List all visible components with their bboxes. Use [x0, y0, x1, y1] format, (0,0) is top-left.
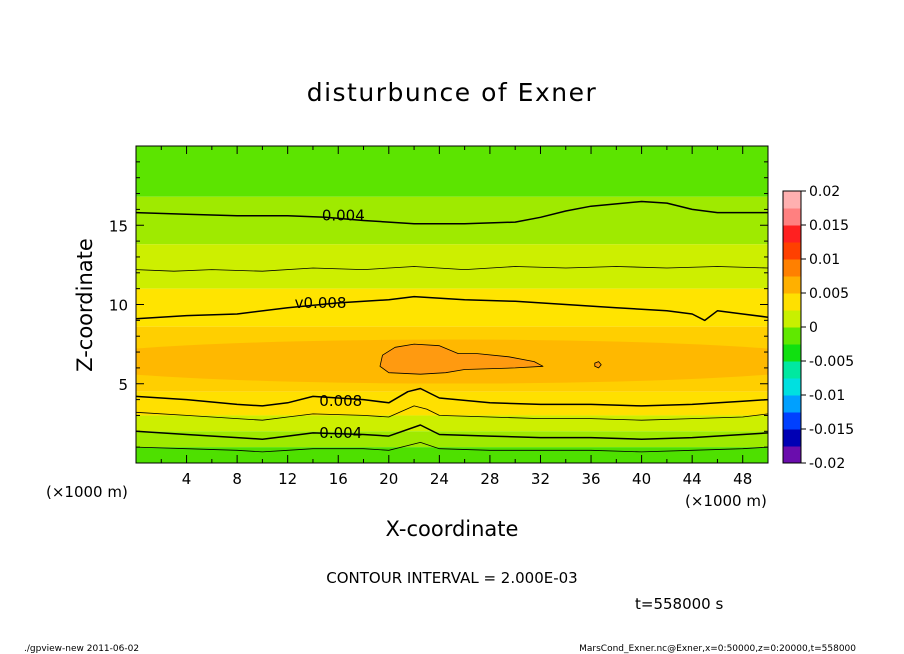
fill-band-1	[136, 196, 768, 245]
colorbar-swatch	[783, 412, 801, 430]
chart-title: disturbunce of Exner	[307, 78, 598, 107]
footer-left: ./gpview-new 2011-06-02	[24, 644, 139, 654]
y-tick-label: 10	[109, 297, 128, 315]
x-tick-label: 24	[430, 470, 449, 488]
colorbar-swatch	[783, 429, 801, 447]
x-tick-label: 32	[531, 470, 550, 488]
colorbar-swatch	[783, 242, 801, 260]
contour-line-4	[136, 405, 768, 421]
plot-area: 0.004 v0.008 0.008 0.004	[135, 145, 769, 464]
colorbar-swatch	[783, 344, 801, 362]
fill-band-3	[136, 288, 768, 327]
contour-label: 0.004	[319, 424, 362, 442]
fill-band-5	[136, 391, 768, 416]
contour-line-6	[136, 442, 768, 453]
colorbar-tick-label: -0.005	[809, 354, 854, 370]
contour-interval-text: CONTOUR INTERVAL = 2.000E-03	[326, 569, 577, 587]
colorbar-swatch	[783, 395, 801, 413]
x-tick-label: 48	[733, 470, 752, 488]
colorbar-tick-label: 0.02	[809, 184, 840, 200]
x-tick-label: 4	[182, 470, 192, 488]
contour-line-3	[136, 387, 768, 407]
colorbar-swatch	[783, 259, 801, 277]
colorbar-swatch	[783, 276, 801, 294]
colorbar-swatch	[783, 310, 801, 328]
colorbar-swatch	[783, 327, 801, 345]
x-tick-label: 8	[232, 470, 242, 488]
colorbar-swatch	[783, 225, 801, 243]
colorbar-tick-label: -0.01	[809, 388, 845, 404]
x-tick-label: 36	[581, 470, 600, 488]
y-tick-label: 5	[118, 376, 128, 394]
contour-line-1	[136, 266, 768, 272]
contour-line-7	[379, 343, 544, 375]
x-axis-label: X-coordinate	[386, 517, 519, 541]
contour-label: v0.008	[295, 294, 347, 312]
x-axis-unit-right: (×1000 m)	[685, 492, 767, 510]
x-tick-label: 16	[329, 470, 348, 488]
colorbar-tick-label: -0.02	[809, 456, 845, 472]
y-axis-label: Z-coordinate	[73, 238, 97, 372]
colorbar-tick-label: 0.005	[809, 286, 849, 302]
contour-label: 0.008	[319, 392, 362, 410]
contour-label: 0.004	[322, 207, 365, 225]
colorbar: 0.02 0.015 0.01 0.005 0 -0.005 -0.01 -0.015 -0.0…	[782, 184, 854, 472]
fill-band-7	[136, 431, 768, 448]
colorbar-swatch	[783, 191, 801, 209]
colorbar-swatch	[783, 361, 801, 379]
fill-band-8	[136, 447, 768, 463]
x-tick-label: 20	[379, 470, 398, 488]
contour-line-0	[136, 200, 768, 225]
colorbar-tick-label: 0.01	[809, 252, 840, 268]
contour-line-8	[594, 361, 602, 369]
footer-right: MarsCond_Exner.nc@Exner,x=0:50000,z=0:20…	[579, 644, 856, 654]
colorbar-swatch	[783, 446, 801, 464]
time-text: t=558000 s	[635, 595, 723, 613]
colorbar-swatch	[783, 208, 801, 226]
fill-peak-7	[380, 344, 543, 375]
contour-line-2	[136, 295, 768, 322]
colorbar-tick-label: 0.015	[809, 218, 849, 234]
x-tick-label: 28	[480, 470, 499, 488]
colorbar-swatch	[783, 293, 801, 311]
colorbar-tick-label: -0.015	[809, 422, 854, 438]
x-tick-label: 40	[632, 470, 651, 488]
fill-band-2	[136, 244, 768, 289]
fill-band-0	[136, 146, 768, 197]
x-tick-label: 44	[683, 470, 702, 488]
y-tick-label: 15	[109, 217, 128, 235]
colorbar-swatch	[783, 378, 801, 396]
x-axis-unit: (×1000 m)	[46, 483, 128, 501]
x-tick-label: 12	[278, 470, 297, 488]
colorbar-tick-label: 0	[809, 320, 818, 336]
contour-line-5	[136, 424, 768, 440]
